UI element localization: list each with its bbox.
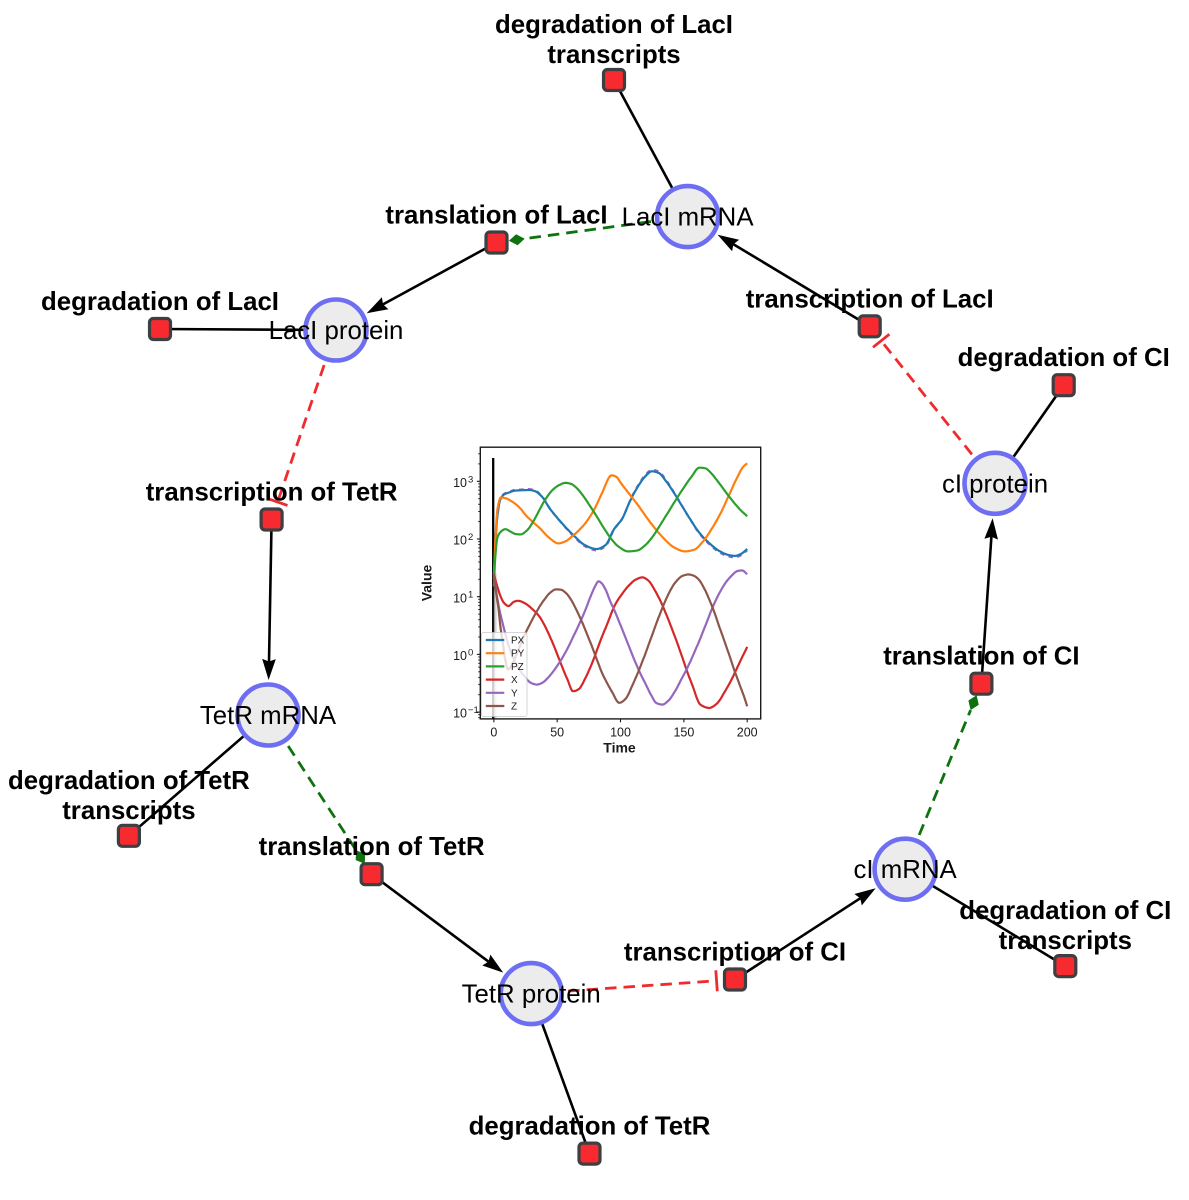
svg-text:200: 200 xyxy=(737,726,758,740)
svg-text:translation of LacI: translation of LacI xyxy=(385,202,607,230)
svg-text:degradation of TetR: degradation of TetR xyxy=(8,767,250,795)
svg-text:transcripts: transcripts xyxy=(999,927,1132,955)
svg-text:transcription of LacI: transcription of LacI xyxy=(746,285,994,313)
svg-text:10: 10 xyxy=(453,591,467,605)
svg-text:transcripts: transcripts xyxy=(547,41,680,69)
svg-text:2: 2 xyxy=(468,532,473,543)
svg-text:Z: Z xyxy=(511,702,517,713)
svg-text:degradation of CI: degradation of CI xyxy=(959,897,1171,925)
svg-text:cI mRNA: cI mRNA xyxy=(853,856,957,884)
svg-text:50: 50 xyxy=(550,726,564,740)
svg-text:Y: Y xyxy=(511,688,518,699)
svg-text:PZ: PZ xyxy=(511,662,524,673)
svg-text:PY: PY xyxy=(511,649,525,660)
svg-text:150: 150 xyxy=(673,726,694,740)
svg-text:10: 10 xyxy=(453,534,467,548)
svg-text:10: 10 xyxy=(453,649,467,663)
svg-text:−1: −1 xyxy=(468,705,479,716)
svg-text:TetR mRNA: TetR mRNA xyxy=(200,702,337,730)
svg-text:3: 3 xyxy=(468,474,473,485)
svg-text:1: 1 xyxy=(468,590,473,601)
svg-text:X: X xyxy=(511,675,518,686)
svg-text:LacI protein: LacI protein xyxy=(269,317,404,345)
svg-text:100: 100 xyxy=(610,726,631,740)
svg-text:degradation of LacI: degradation of LacI xyxy=(41,288,279,316)
svg-text:PX: PX xyxy=(511,636,525,647)
svg-text:Time: Time xyxy=(603,740,636,756)
svg-text:cI protein: cI protein xyxy=(942,470,1048,498)
svg-text:translation of CI: translation of CI xyxy=(883,643,1079,671)
svg-text:10: 10 xyxy=(453,707,467,721)
svg-text:transcripts: transcripts xyxy=(62,797,195,825)
svg-text:0: 0 xyxy=(468,647,473,658)
svg-text:transcription of CI: transcription of CI xyxy=(624,939,846,967)
svg-text:translation of TetR: translation of TetR xyxy=(259,833,485,861)
svg-text:Value: Value xyxy=(419,565,435,602)
svg-text:LacI mRNA: LacI mRNA xyxy=(622,204,755,232)
svg-text:degradation of LacI: degradation of LacI xyxy=(495,11,733,39)
svg-text:10: 10 xyxy=(453,476,467,490)
svg-text:degradation of CI: degradation of CI xyxy=(958,344,1170,372)
svg-text:0: 0 xyxy=(490,726,497,740)
svg-text:transcription of TetR: transcription of TetR xyxy=(146,479,398,507)
svg-text:TetR protein: TetR protein xyxy=(462,981,601,1009)
svg-text:degradation of TetR: degradation of TetR xyxy=(469,1113,711,1141)
